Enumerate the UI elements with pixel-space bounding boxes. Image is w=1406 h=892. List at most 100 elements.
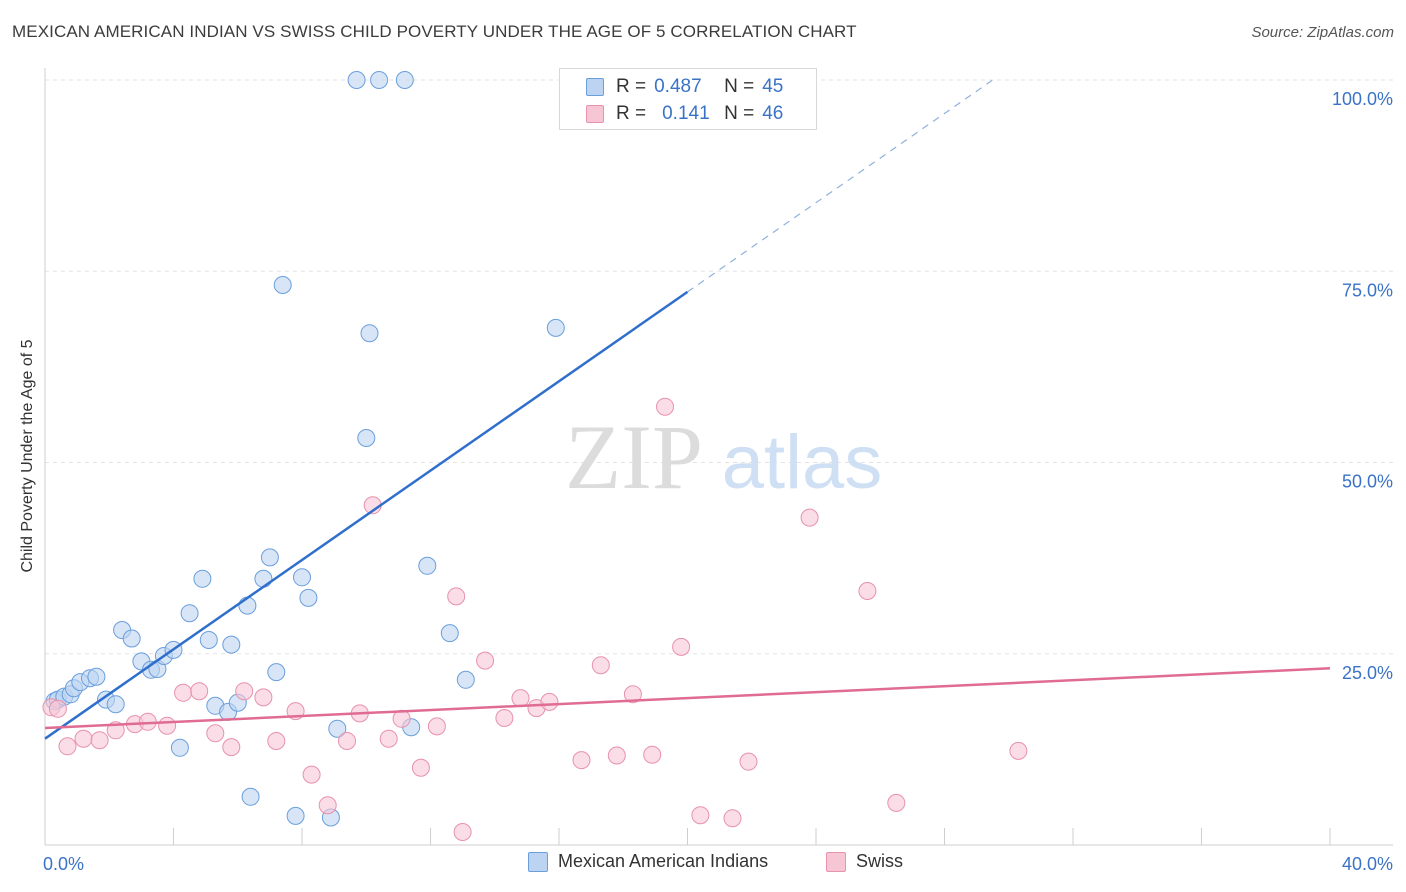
legend-r-value: 0.141 [662,103,710,124]
data-point [87,667,106,686]
data-point [591,656,610,675]
data-point [395,71,414,89]
data-point [643,745,662,764]
data-point [206,724,225,743]
data-point [357,429,376,447]
correlation-legend: R = 0.487 N = 45 R = 0.141 N = 46 [559,68,817,130]
data-point [456,670,475,689]
trend-line [44,290,689,740]
data-point [222,738,241,757]
legend-r-value: 0.487 [654,76,702,97]
data-point [90,731,109,750]
data-point [48,699,67,718]
watermark-atlas: atlas [722,420,883,505]
data-point [260,548,279,567]
data-point [267,732,286,750]
data-point [122,629,141,648]
data-point [74,729,93,748]
legend-r-label: R = [616,103,647,124]
data-point [299,588,318,607]
data-point [540,692,559,711]
legend-row-mexican-american-indians: R = 0.487 N = 45 [586,74,783,100]
data-point [858,582,877,600]
data-point [222,635,241,654]
data-point [607,746,626,765]
legend-n-value: 46 [762,103,784,124]
x-tick-label-max: 40.0% [1342,854,1393,874]
x-tick-label-min: 0.0% [43,854,84,874]
data-point [739,752,758,771]
data-point [447,587,466,606]
data-point [1009,741,1028,760]
data-point [241,787,260,806]
data-point [238,596,257,615]
data-point [453,823,472,841]
data-point [623,685,642,704]
data-point [318,796,337,815]
legend-n-label: N = [724,103,755,124]
data-point [656,397,674,416]
data-point [800,508,819,527]
trend-lines [44,79,1331,740]
data-point [286,806,305,825]
y-tick-label: 100.0% [1332,89,1393,109]
data-point [723,809,742,828]
source-credit: Source: ZipAtlas.com [1251,24,1394,41]
data-point [199,631,218,649]
data-point [418,556,437,575]
series-legend-mexican-american-indians: Mexican American Indians [528,851,768,872]
legend-swatch-pink [826,851,846,872]
data-point [158,716,177,735]
data-point [302,765,321,784]
data-point [293,568,311,587]
data-point [190,682,209,701]
legend-n-label: N = [724,76,755,97]
data-point [273,276,292,294]
data-point [235,682,254,701]
data-point [106,695,125,714]
data-point [572,751,591,770]
data-point [411,758,430,777]
data-point [691,806,710,825]
data-point [338,732,356,750]
watermark: ZIP atlas [565,406,882,508]
legend-n-value: 45 [762,76,784,97]
legend-r-label: R = [616,76,647,97]
data-point [174,683,193,702]
series-name: Swiss [856,851,904,871]
data-point [170,738,189,757]
data-point [180,604,199,623]
watermark-zip: ZIP [565,406,703,508]
legend-swatch-pink [586,105,604,123]
trend-line-extension [687,79,994,293]
data-point [328,719,347,738]
tick-labels: 100.0% 75.0% 50.0% 25.0% 0.0% 40.0% [43,89,1393,874]
legend-swatch-blue [528,851,548,872]
data-point [379,729,398,748]
gridlines [45,79,1393,655]
series-swiss-points [42,397,1028,841]
data-point [495,709,514,727]
data-point [347,71,366,89]
data-point [546,318,565,337]
y-tick-label: 25.0% [1342,663,1393,683]
legend-swatch-blue [586,78,604,96]
data-point [887,793,906,812]
data-point [427,717,446,736]
legend-row-swiss: R = 0.141 N = 46 [586,101,783,127]
data-point [360,324,379,343]
data-point [370,71,389,89]
data-point [672,637,691,656]
data-point [254,569,273,588]
data-point [476,651,495,670]
data-point [254,688,273,707]
series-mexican-american-indians-points [45,71,565,827]
y-tick-label: 50.0% [1342,472,1393,492]
data-point [440,624,459,643]
y-tick-label: 75.0% [1342,280,1393,300]
series-legend-swiss: Swiss [826,851,903,872]
data-point [511,689,530,708]
trend-line [44,667,1331,730]
axes [44,68,1393,846]
